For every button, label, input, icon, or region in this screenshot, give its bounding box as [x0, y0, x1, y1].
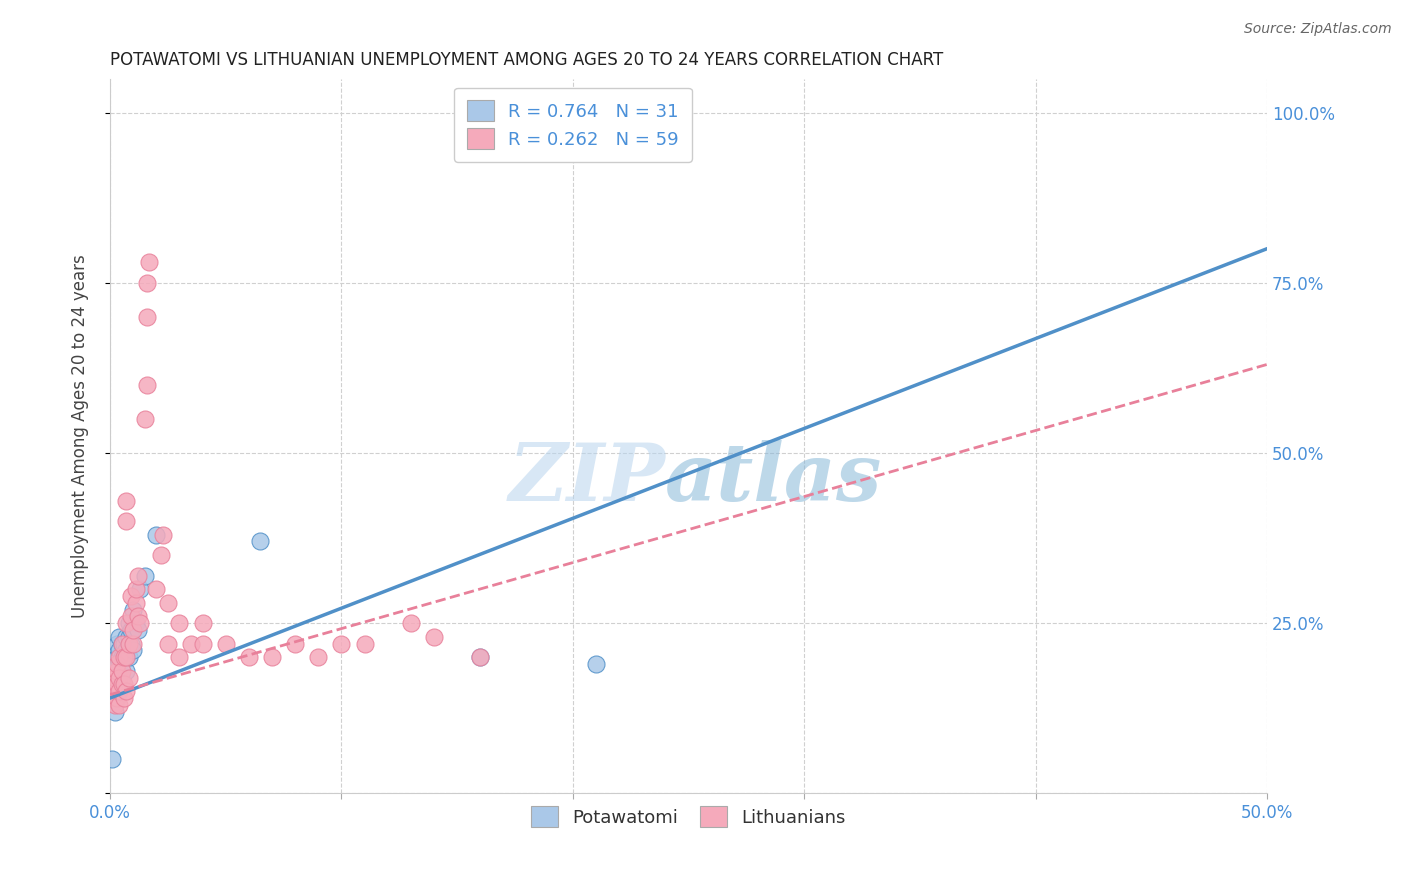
Point: [104, 698, 127, 712]
Point: [105, 664, 128, 678]
Point: [115, 643, 138, 657]
Point: [191, 637, 214, 651]
Point: [105, 637, 128, 651]
Point: [112, 650, 135, 665]
Point: [156, 596, 179, 610]
Point: [101, 691, 124, 706]
Point: [105, 657, 128, 671]
Point: [215, 637, 238, 651]
Point: [307, 650, 329, 665]
Point: [111, 664, 134, 678]
Point: [249, 534, 271, 549]
Point: [470, 650, 492, 665]
Point: [117, 616, 139, 631]
Point: [260, 650, 283, 665]
Point: [423, 630, 446, 644]
Point: [122, 623, 145, 637]
Point: [138, 255, 160, 269]
Point: [111, 637, 134, 651]
Point: [112, 637, 135, 651]
Point: [149, 548, 172, 562]
Point: [169, 616, 191, 631]
Point: [152, 527, 174, 541]
Point: [124, 582, 146, 596]
Legend: Potawatomi, Lithuanians: Potawatomi, Lithuanians: [524, 799, 853, 834]
Point: [112, 677, 135, 691]
Point: [105, 691, 128, 706]
Point: [117, 630, 139, 644]
Point: [115, 616, 138, 631]
Y-axis label: Unemployment Among Ages 20 to 24 years: Unemployment Among Ages 20 to 24 years: [72, 254, 89, 618]
Point: [156, 637, 179, 651]
Text: POTAWATOMI VS LITHUANIAN UNEMPLOYMENT AMONG AGES 20 TO 24 YEARS CORRELATION CHAR: POTAWATOMI VS LITHUANIAN UNEMPLOYMENT AM…: [110, 51, 943, 69]
Text: atlas: atlas: [665, 440, 883, 517]
Point: [104, 684, 127, 698]
Point: [169, 650, 191, 665]
Point: [120, 637, 142, 651]
Point: [124, 596, 146, 610]
Point: [115, 514, 138, 528]
Point: [180, 637, 202, 651]
Point: [134, 412, 156, 426]
Point: [145, 582, 167, 596]
Point: [136, 276, 159, 290]
Point: [111, 671, 134, 685]
Point: [129, 616, 152, 631]
Point: [120, 623, 142, 637]
Point: [115, 664, 138, 678]
Point: [117, 637, 139, 651]
Point: [145, 527, 167, 541]
Point: [122, 643, 145, 657]
Point: [129, 582, 152, 596]
Point: [108, 630, 131, 644]
Point: [122, 637, 145, 651]
Point: [105, 677, 128, 691]
Point: [108, 643, 131, 657]
Point: [101, 752, 124, 766]
Point: [122, 602, 145, 616]
Point: [124, 616, 146, 631]
Point: [470, 650, 492, 665]
Text: Source: ZipAtlas.com: Source: ZipAtlas.com: [1244, 22, 1392, 37]
Point: [136, 378, 159, 392]
Point: [112, 650, 135, 665]
Point: [330, 637, 353, 651]
Point: [111, 637, 134, 651]
Point: [115, 684, 138, 698]
Point: [115, 650, 138, 665]
Point: [353, 637, 375, 651]
Point: [127, 568, 149, 582]
Point: [117, 671, 139, 685]
Point: [585, 657, 607, 671]
Point: [108, 657, 131, 671]
Point: [111, 677, 134, 691]
Point: [108, 684, 131, 698]
Point: [104, 671, 127, 685]
Point: [399, 616, 422, 631]
Point: [108, 671, 131, 685]
Point: [136, 310, 159, 324]
Point: [105, 650, 128, 665]
Point: [120, 589, 142, 603]
Point: [191, 616, 214, 631]
Point: [134, 568, 156, 582]
Point: [115, 630, 138, 644]
Point: [120, 609, 142, 624]
Point: [238, 650, 260, 665]
Point: [108, 698, 131, 712]
Point: [117, 650, 139, 665]
Point: [111, 650, 134, 665]
Point: [112, 691, 135, 706]
Point: [108, 650, 131, 665]
Text: ZIP: ZIP: [509, 440, 665, 517]
Point: [284, 637, 307, 651]
Point: [115, 493, 138, 508]
Point: [127, 623, 149, 637]
Point: [104, 705, 127, 719]
Point: [127, 609, 149, 624]
